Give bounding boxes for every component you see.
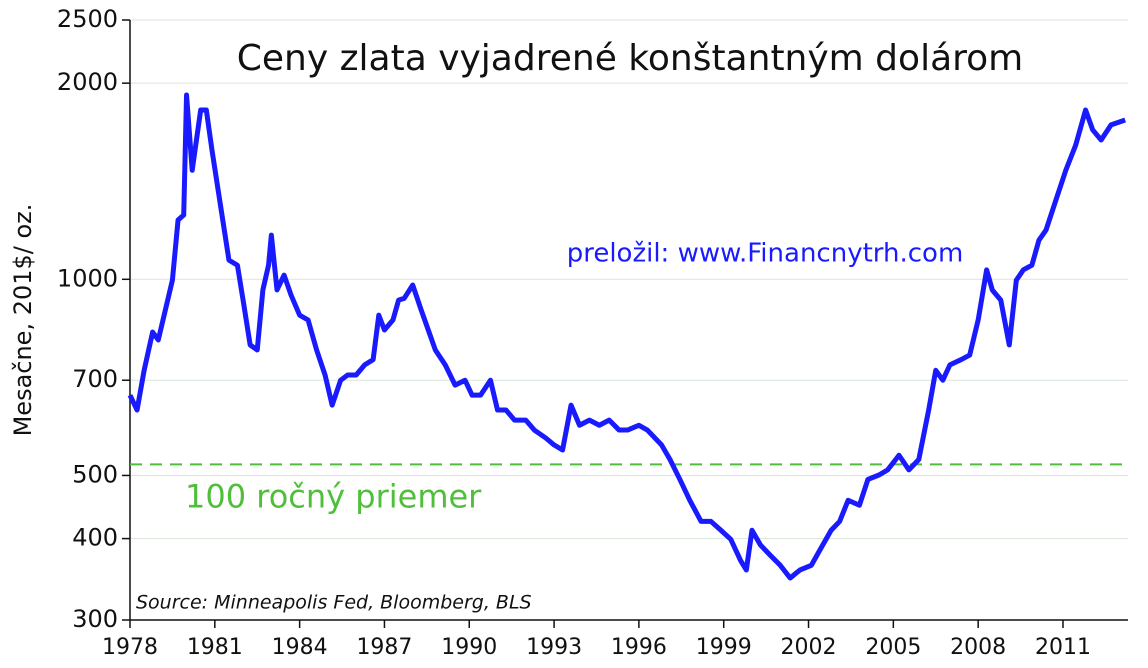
y-tick-label: 1000 xyxy=(57,264,118,292)
x-tick-label: 2008 xyxy=(950,635,1006,660)
chart-title: Ceny zlata vyjadrené konštantným dolárom xyxy=(237,38,1023,79)
x-tick-label: 1987 xyxy=(356,635,412,660)
y-axis-label: Mesačne, 201$/ oz. xyxy=(9,204,37,437)
y-tick-label: 2000 xyxy=(57,68,118,96)
x-tick-label: 1978 xyxy=(102,635,158,660)
x-tick-label: 1990 xyxy=(441,635,497,660)
data-line xyxy=(127,92,1126,581)
y-tick-label: 700 xyxy=(72,365,118,393)
x-tick-label: 2002 xyxy=(781,635,837,660)
x-tick-label: 1981 xyxy=(187,635,243,660)
y-tick-label: 400 xyxy=(72,524,118,552)
x-tick-label: 1996 xyxy=(611,635,667,660)
annotation: preložil: www.Financnytrh.com xyxy=(567,239,964,269)
x-tick-label: 1984 xyxy=(272,635,328,660)
x-tick-label: 2005 xyxy=(865,635,921,660)
y-tick-label: 500 xyxy=(72,460,118,488)
x-tick-label: 2011 xyxy=(1035,635,1091,660)
x-tick-label: 1993 xyxy=(526,635,582,660)
x-tick-label: 1999 xyxy=(696,635,752,660)
reference-label: 100 ročný priemer xyxy=(185,477,482,515)
source: Source: Minneapolis Fed, Bloomberg, BLS xyxy=(136,592,532,614)
y-tick-label: 300 xyxy=(72,605,118,633)
y-tick-label: 2500 xyxy=(57,5,118,33)
